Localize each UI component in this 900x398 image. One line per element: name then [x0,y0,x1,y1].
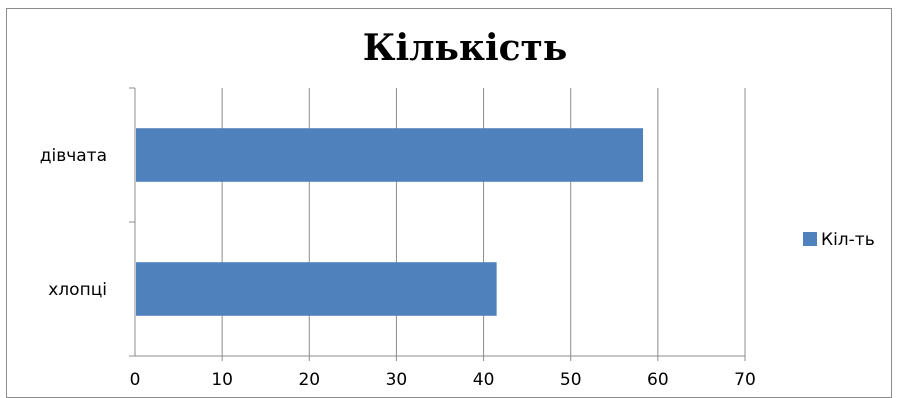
legend-swatch [803,232,817,246]
category-labels: дівчата хлопці [40,146,107,300]
category-label: хлопці [48,280,107,300]
bar [136,262,497,316]
chart-title: Кількість [363,27,568,69]
x-tick-label: 70 [734,370,756,390]
x-tick-label: 60 [647,370,669,390]
x-tick-label: 20 [298,370,320,390]
x-tick-label: 0 [130,370,141,390]
x-tick-label: 30 [386,370,408,390]
x-tick-label: 10 [211,370,233,390]
bar [136,128,644,182]
chart-frame [6,8,892,398]
category-label: дівчата [40,146,107,166]
x-tick-label: 40 [473,370,495,390]
legend: Кіл-ть [803,230,875,250]
x-tick-label: 50 [560,370,582,390]
legend-label: Кіл-ть [821,230,875,250]
x-tick-labels: 0 10 20 30 40 50 60 70 [130,370,756,390]
axes [129,87,745,357]
bars [136,128,644,316]
